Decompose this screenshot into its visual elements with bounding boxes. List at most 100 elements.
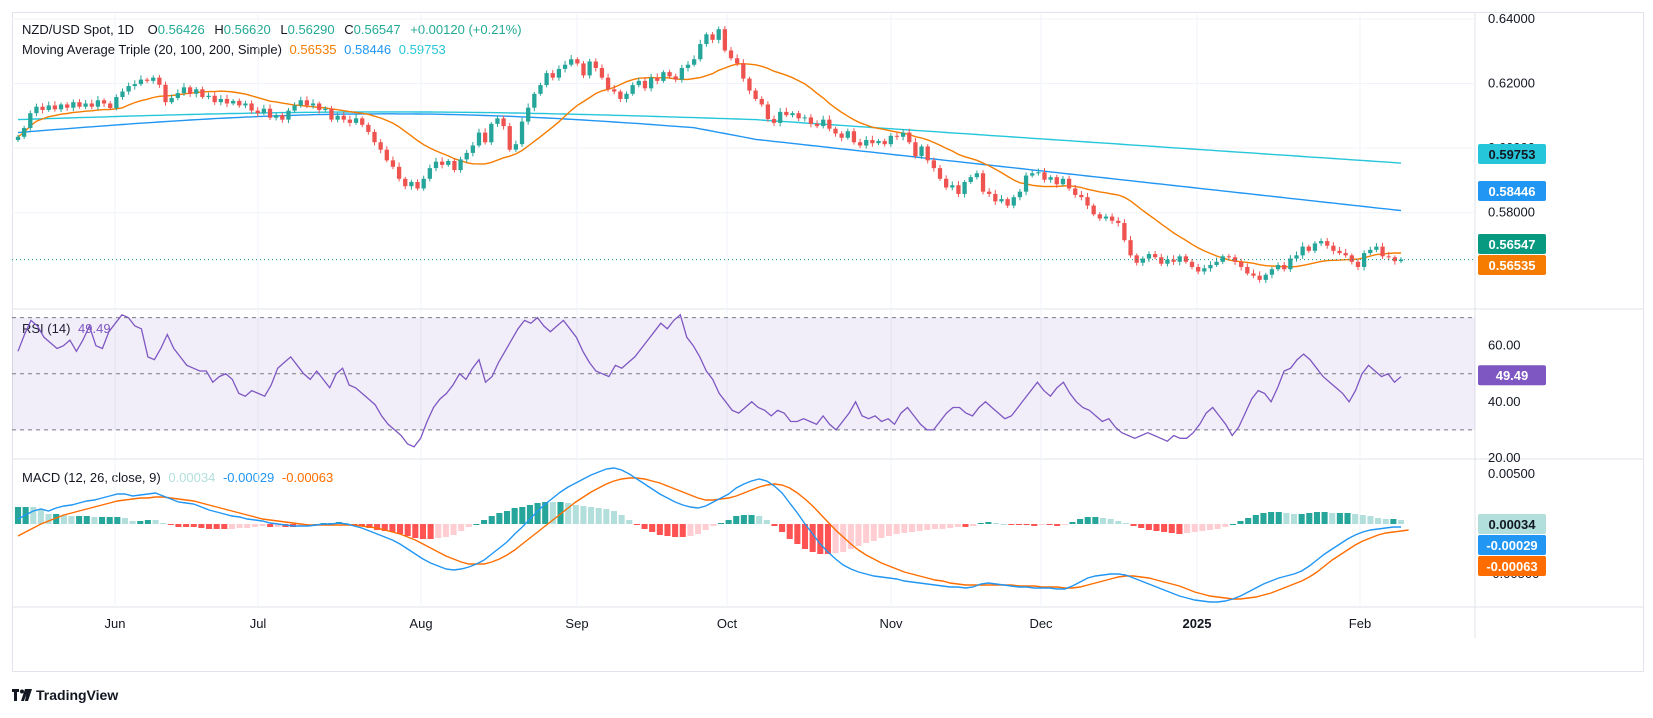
macd-histogram-bar (1077, 519, 1084, 524)
candle-body (1325, 241, 1330, 246)
candle-body (747, 78, 752, 91)
macd-histogram-bar (1375, 518, 1382, 524)
macd-histogram-bar (190, 524, 197, 527)
candle-body (544, 73, 549, 86)
macd-histogram-bar (397, 524, 404, 534)
x-tick-label: Jun (105, 616, 126, 631)
macd-hist-price-tag: 0.00034 (1489, 517, 1537, 532)
macd-histogram-bar (37, 509, 44, 524)
candle-body (1054, 177, 1059, 185)
rsi-title: RSI (14) (22, 321, 71, 336)
candle-body (1140, 258, 1145, 263)
macd-histogram-bar (1084, 517, 1091, 524)
candle-body (366, 124, 371, 132)
macd-histogram-bar (740, 515, 747, 524)
macd-histogram-bar (412, 524, 419, 538)
price-tick-label: 0.58000 (1488, 205, 1535, 220)
candle-body (950, 185, 955, 188)
macd-title: MACD (12, 26, close, 9) (22, 470, 161, 485)
candle-body (372, 131, 377, 143)
candle-body (679, 67, 684, 80)
macd-histogram-bar (91, 517, 98, 524)
candle-body (212, 95, 217, 103)
candle-body (562, 64, 568, 69)
macd-histogram-bar (1000, 524, 1007, 525)
macd-histogram-bar (68, 516, 75, 524)
macd-histogram-bar (259, 524, 266, 526)
candle-body (944, 178, 949, 188)
macd-histogram-bar (473, 524, 480, 525)
macd-histogram-bar (1336, 513, 1343, 524)
candle-body (1159, 257, 1164, 264)
candle-body (1091, 205, 1096, 215)
macd-histogram-bar (297, 524, 304, 526)
macd-histogram-bar (794, 524, 801, 544)
rsi-price-tag: 49.49 (1496, 368, 1529, 383)
macd-histogram-bar (610, 511, 618, 524)
candle-body (144, 79, 150, 81)
macd-line (17, 467, 1401, 603)
candle-body (353, 118, 359, 123)
candle-body (593, 61, 598, 68)
macd-histogram-bar (175, 524, 182, 527)
macd-histogram-bar (274, 524, 281, 527)
macd-histogram-bar (228, 524, 235, 529)
candle-body (1060, 178, 1066, 185)
macd-histogram-bar (519, 507, 526, 524)
candle-body (390, 160, 396, 167)
macd-histogram-bar (1099, 518, 1107, 524)
macd-histogram-bar (244, 524, 251, 528)
candle-body (323, 108, 328, 110)
macd-histogram-bar (1313, 512, 1320, 524)
candle-body (396, 166, 402, 179)
macd-histogram-bar (129, 521, 136, 524)
candle-body (1097, 214, 1102, 219)
macd-histogram-bar (947, 524, 954, 528)
candle-body (464, 152, 469, 160)
candle-body (292, 105, 297, 111)
macd-histogram-bar (1153, 524, 1160, 531)
macd-histogram-bar (488, 516, 495, 524)
candle-body (1189, 261, 1195, 267)
candle-body (1294, 255, 1299, 259)
macd-histogram-bar (1268, 512, 1275, 524)
candle-body (931, 160, 936, 169)
candle-body (1282, 265, 1287, 270)
last-price-tag-bg (1478, 234, 1546, 254)
macd-histogram-bar (1397, 520, 1405, 524)
candle-body (65, 104, 70, 108)
macd-histogram-bar (1252, 515, 1259, 524)
macd-histogram-bar (572, 505, 579, 524)
macd-histogram-bar (1229, 524, 1236, 525)
candle-body (384, 149, 389, 161)
rsi-tick-label: 60.00 (1488, 338, 1521, 353)
candle-body (1275, 265, 1281, 270)
macd-histogram-bar (679, 524, 686, 537)
macd-histogram-bar (1069, 522, 1076, 524)
candle-body (1134, 255, 1139, 263)
candle-body (956, 185, 961, 194)
low-label: L (280, 22, 288, 37)
candle-body (833, 128, 838, 134)
macd-histogram-bar (1275, 512, 1282, 524)
candle-body (1017, 191, 1023, 198)
candle-body (200, 89, 205, 98)
macd-histogram-bar (458, 524, 465, 531)
candle-body (1030, 173, 1035, 176)
x-tick-label: Feb (1349, 616, 1371, 631)
candle-body (101, 100, 107, 104)
candle-body (648, 77, 654, 89)
candle-body (1349, 255, 1354, 262)
candle-body (1122, 223, 1127, 241)
change-value: +0.00120 (+0.21%) (410, 22, 522, 37)
candle-body (1380, 246, 1385, 257)
macd-histogram-bar (1038, 524, 1045, 525)
candle-body (403, 178, 408, 187)
candle-body (1103, 216, 1109, 219)
candle-body (89, 103, 94, 107)
macd-histogram-bar (427, 524, 434, 539)
macd-histogram-bar (557, 502, 564, 524)
candle-body (1005, 199, 1010, 206)
macd-histogram-bar (756, 516, 763, 524)
candle-body (341, 115, 346, 120)
